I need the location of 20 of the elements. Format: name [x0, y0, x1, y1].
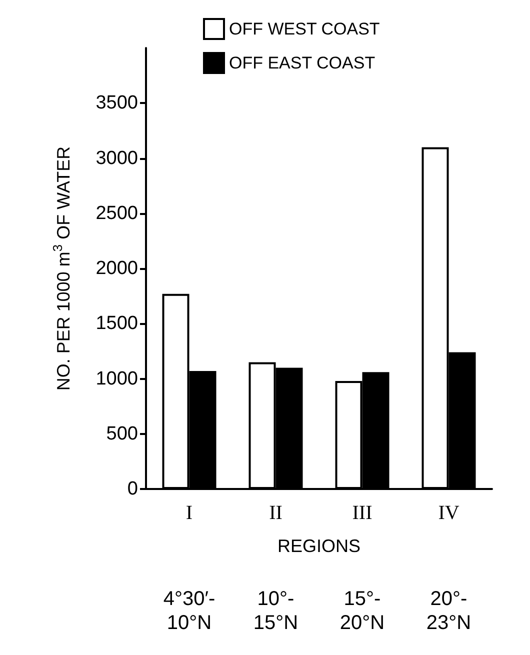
- y-tick-label: 2000: [96, 258, 138, 279]
- legend-label: OFF EAST COAST: [229, 54, 376, 72]
- y-tick-label: 0: [127, 478, 138, 500]
- y-tick-label: 1000: [96, 368, 138, 390]
- y-tick-label: 500: [106, 423, 138, 444]
- text: 20°- 23°N: [426, 588, 472, 634]
- legend-label: OFF WEST COAST: [229, 20, 380, 38]
- y-tick-label: 3000: [96, 148, 138, 169]
- x-tick-label: III: [352, 502, 372, 524]
- x-tick-label: I: [186, 502, 193, 524]
- text: 4°30′- 10°N: [163, 588, 216, 634]
- text: 10°- 15°N: [253, 588, 298, 634]
- x-tick-label: IV: [438, 502, 460, 524]
- text: 15°- 20°N: [340, 588, 385, 634]
- y-tick-label: 1500: [96, 313, 138, 334]
- y-tick-label: 2500: [96, 202, 138, 224]
- x-axis-title: REGIONS: [277, 536, 361, 556]
- x-tick-label: II: [269, 502, 282, 524]
- y-tick-label: 3500: [96, 92, 138, 114]
- y-axis-title: NO. PER 1000 m3 OF WATER: [50, 146, 74, 391]
